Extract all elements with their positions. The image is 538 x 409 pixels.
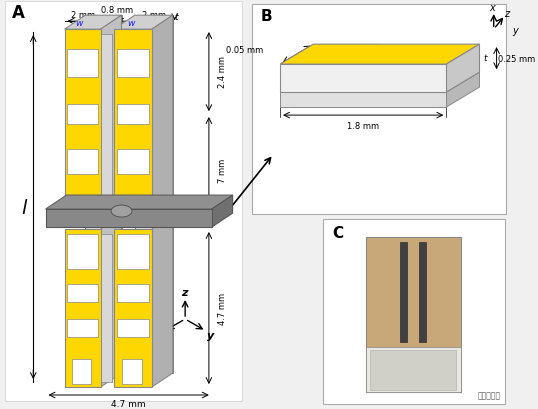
Polygon shape — [446, 73, 479, 108]
Bar — [370, 350, 456, 390]
Polygon shape — [280, 45, 479, 65]
Text: 4.7 mm: 4.7 mm — [111, 398, 145, 407]
Bar — [117, 50, 149, 78]
Text: 0.1 mm: 0.1 mm — [399, 47, 431, 56]
Bar — [117, 150, 149, 175]
Polygon shape — [152, 16, 173, 215]
Polygon shape — [135, 16, 173, 200]
Bar — [117, 234, 149, 270]
Polygon shape — [280, 73, 479, 93]
Polygon shape — [101, 16, 122, 215]
Polygon shape — [86, 16, 122, 200]
Polygon shape — [86, 216, 122, 373]
Text: 0.25 mm: 0.25 mm — [499, 54, 536, 63]
Bar — [365, 347, 461, 392]
Polygon shape — [114, 16, 173, 30]
Bar — [122, 359, 143, 384]
Text: 4.7 mm: 4.7 mm — [218, 292, 228, 324]
Bar — [65, 229, 101, 387]
Bar — [114, 229, 152, 387]
Bar — [117, 319, 149, 337]
Bar — [323, 220, 505, 404]
Bar — [67, 50, 98, 78]
Text: x: x — [489, 3, 495, 13]
Bar — [72, 359, 91, 384]
Text: t: t — [175, 13, 179, 22]
Bar — [65, 30, 101, 215]
Polygon shape — [152, 216, 173, 387]
Bar — [67, 105, 98, 125]
Text: 1.8 mm: 1.8 mm — [346, 121, 379, 130]
Text: w: w — [75, 19, 82, 28]
Text: A: A — [12, 4, 25, 22]
Text: C: C — [332, 225, 343, 240]
Bar — [67, 284, 98, 302]
Polygon shape — [446, 45, 479, 93]
Bar — [5, 2, 242, 401]
Bar — [280, 93, 446, 108]
Text: y: y — [207, 330, 215, 340]
Polygon shape — [101, 216, 122, 387]
Text: $t$: $t$ — [483, 52, 489, 63]
Text: 海尔欣科技: 海尔欣科技 — [477, 390, 500, 399]
Text: 2 mm: 2 mm — [141, 11, 166, 20]
Bar — [117, 284, 149, 302]
Bar — [46, 209, 212, 227]
Bar — [117, 105, 149, 125]
Bar — [101, 35, 112, 215]
Bar — [67, 150, 98, 175]
Text: w: w — [128, 19, 134, 28]
Text: x: x — [156, 329, 163, 339]
Bar — [400, 243, 407, 342]
Bar — [114, 30, 152, 215]
Text: 7 mm: 7 mm — [218, 159, 228, 183]
Bar — [280, 65, 446, 93]
Ellipse shape — [111, 206, 132, 218]
Bar — [419, 243, 426, 342]
Bar — [101, 234, 112, 382]
Text: z: z — [505, 9, 509, 19]
Text: 0.8 mm: 0.8 mm — [101, 6, 133, 15]
Bar — [67, 319, 98, 337]
Bar — [252, 5, 506, 215]
Polygon shape — [135, 216, 173, 373]
Bar — [67, 234, 98, 270]
Text: 2 mm: 2 mm — [70, 11, 95, 20]
Bar — [365, 238, 461, 392]
Text: 0.05 mm: 0.05 mm — [226, 45, 263, 54]
Text: z: z — [181, 288, 187, 297]
Polygon shape — [46, 196, 232, 209]
Polygon shape — [65, 16, 122, 30]
Text: B: B — [261, 9, 273, 24]
Polygon shape — [212, 196, 232, 227]
Text: 2.4 mm: 2.4 mm — [218, 56, 228, 88]
Text: $l$: $l$ — [21, 198, 29, 217]
Text: y: y — [513, 26, 519, 36]
